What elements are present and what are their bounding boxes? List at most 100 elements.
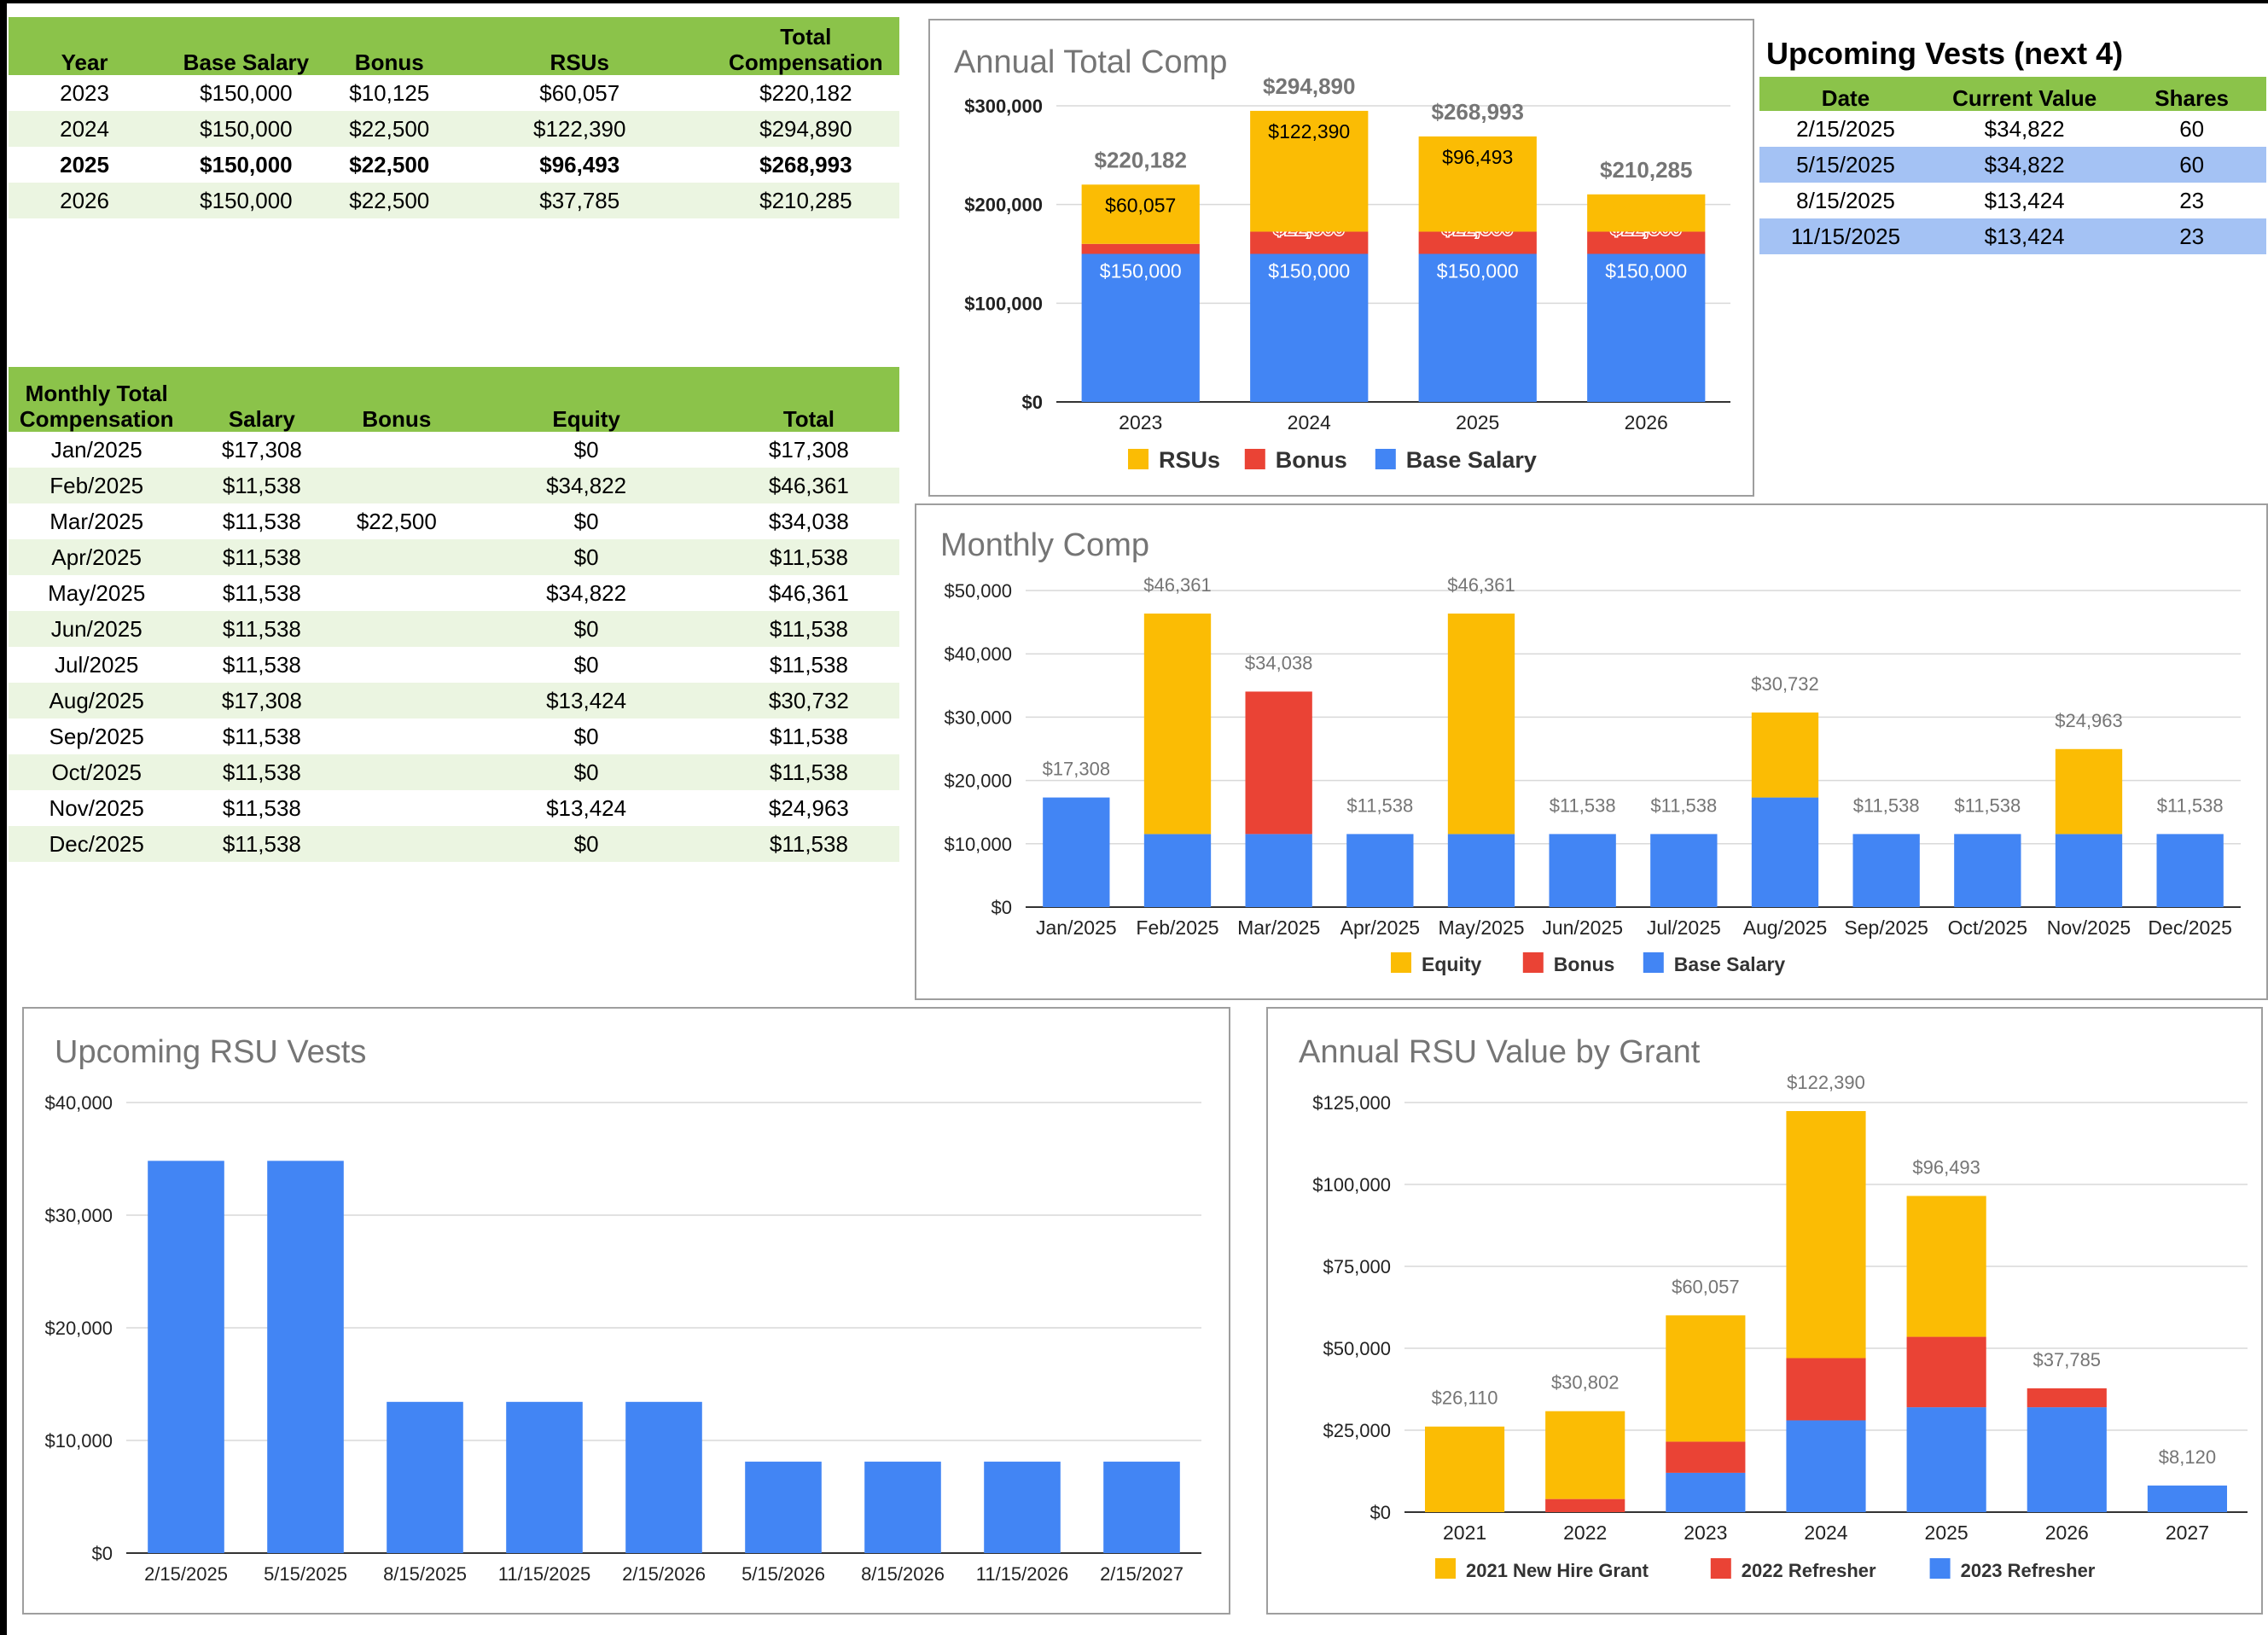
table-cell[interactable] xyxy=(339,790,454,826)
x-tick-label: 11/15/2026 xyxy=(976,1563,1068,1585)
table-cell[interactable]: $60,057 xyxy=(539,79,620,106)
table-cell[interactable]: $22,500 xyxy=(349,151,430,177)
table-cell[interactable]: $11,538 xyxy=(222,651,301,678)
table-cell[interactable]: $0 xyxy=(454,754,718,790)
table-cell[interactable]: $22,500 xyxy=(331,183,447,218)
total-label: $34,038 xyxy=(1245,652,1313,673)
table-cell[interactable]: $210,285 xyxy=(712,183,899,218)
table-cell[interactable]: Aug/2025 xyxy=(9,683,185,719)
table-cell[interactable]: Feb/2025 xyxy=(9,468,185,503)
table-cell[interactable]: $11,538 xyxy=(184,468,340,503)
table-cell[interactable]: Sep/2025 xyxy=(49,723,144,749)
table-cell[interactable] xyxy=(339,719,454,754)
table-cell[interactable]: $11,538 xyxy=(718,826,899,862)
table-cell[interactable]: $13,424 xyxy=(1931,218,2118,254)
table-cell[interactable]: $150,000 xyxy=(160,183,332,218)
table-cell[interactable]: $24,963 xyxy=(768,794,849,821)
table-cell[interactable]: $11,538 xyxy=(184,826,340,862)
table-cell[interactable]: May/2025 xyxy=(48,579,146,606)
table-cell[interactable]: $34,822 xyxy=(546,579,627,606)
table-cell[interactable]: $30,732 xyxy=(718,683,899,719)
table-cell[interactable]: $11,538 xyxy=(184,539,340,575)
table-cell[interactable]: 2024 xyxy=(9,111,161,147)
table-cell[interactable]: $150,000 xyxy=(160,111,332,147)
table-cell[interactable]: $11,538 xyxy=(718,611,899,647)
table-cell[interactable]: 2023 xyxy=(60,79,109,106)
table-cell[interactable]: $11,538 xyxy=(222,579,301,606)
table-cell[interactable]: $11,538 xyxy=(222,794,301,821)
table-cell[interactable]: 8/15/2025 xyxy=(1796,187,1895,213)
table-cell[interactable]: $0 xyxy=(454,826,718,862)
table-cell[interactable]: 23 xyxy=(2179,187,2205,213)
table-cell[interactable]: $34,038 xyxy=(768,508,849,534)
table-cell[interactable]: $0 xyxy=(573,436,599,463)
table-row: 5/15/2025 $34,822 60 xyxy=(1759,147,2266,183)
table-cell[interactable]: $34,822 xyxy=(454,468,718,503)
table-cell[interactable]: $0 xyxy=(454,539,718,575)
table-cell[interactable]: $17,308 xyxy=(221,436,302,463)
total-label: $11,538 xyxy=(1650,794,1717,816)
table-cell[interactable]: $46,361 xyxy=(768,579,849,606)
table-cell[interactable]: $96,493 xyxy=(539,151,620,177)
table-cell[interactable]: $0 xyxy=(573,508,599,534)
table-cell[interactable]: $268,993 xyxy=(759,151,852,177)
table-cell[interactable] xyxy=(339,754,455,790)
table-cell[interactable]: $11,538 xyxy=(222,723,301,749)
col-base-salary: Base Salary xyxy=(160,17,332,75)
table-cell[interactable]: $294,890 xyxy=(712,111,899,147)
table-cell[interactable]: Mar/2025 xyxy=(49,508,144,534)
table-cell[interactable]: $11,538 xyxy=(718,754,899,790)
table-cell[interactable] xyxy=(339,575,454,611)
table-cell[interactable] xyxy=(339,611,455,647)
bar-segment xyxy=(1906,1336,1986,1408)
table-cell[interactable]: Jan/2025 xyxy=(50,436,142,463)
table-cell[interactable]: 5/15/2025 xyxy=(1759,147,1932,183)
table-cell[interactable]: 2025 xyxy=(60,151,109,177)
table-cell[interactable]: 2/15/2025 xyxy=(1796,115,1895,142)
table-cell[interactable] xyxy=(339,432,454,468)
table-cell[interactable]: $17,308 xyxy=(768,436,849,463)
x-tick-label: Mar/2025 xyxy=(1237,916,1320,939)
table-cell[interactable]: 11/15/2025 xyxy=(1759,218,1932,254)
table-cell[interactable]: $0 xyxy=(454,611,718,647)
table-cell[interactable]: $11,538 xyxy=(769,723,848,749)
table-cell[interactable]: $10,125 xyxy=(349,79,430,106)
table-cell[interactable]: $13,424 xyxy=(1984,187,2065,213)
table-cell[interactable] xyxy=(339,539,455,575)
table-cell[interactable]: Jul/2025 xyxy=(55,651,139,678)
total-label: $96,493 xyxy=(1912,1156,1980,1178)
table-cell[interactable]: $0 xyxy=(573,651,599,678)
table-cell[interactable] xyxy=(339,826,455,862)
table-cell[interactable]: Nov/2025 xyxy=(49,794,144,821)
table-cell[interactable]: 60 xyxy=(2117,147,2266,183)
table-cell[interactable]: $13,424 xyxy=(454,683,718,719)
table-cell[interactable]: $220,182 xyxy=(759,79,852,106)
table-cell[interactable]: $11,538 xyxy=(718,539,899,575)
table-cell[interactable]: $34,822 xyxy=(1931,147,2118,183)
table-cell[interactable]: 2026 xyxy=(9,183,161,218)
table-cell[interactable]: Apr/2025 xyxy=(9,539,185,575)
table-cell[interactable]: $11,538 xyxy=(769,651,848,678)
table-cell[interactable]: 23 xyxy=(2117,218,2266,254)
table-cell[interactable]: Oct/2025 xyxy=(9,754,185,790)
table-cell[interactable]: $150,000 xyxy=(200,151,293,177)
table-cell[interactable]: $11,538 xyxy=(184,611,340,647)
table-cell[interactable]: $22,500 xyxy=(331,111,447,147)
table-cell[interactable]: $22,500 xyxy=(356,508,437,534)
table-cell[interactable]: Jun/2025 xyxy=(9,611,185,647)
table-cell[interactable]: $17,308 xyxy=(184,683,340,719)
table-cell[interactable] xyxy=(339,468,455,503)
table-cell[interactable]: $11,538 xyxy=(184,754,340,790)
table-cell[interactable]: $37,785 xyxy=(446,183,712,218)
table-cell[interactable]: $13,424 xyxy=(546,794,627,821)
table-cell[interactable] xyxy=(339,647,454,683)
table-cell[interactable]: 60 xyxy=(2179,115,2205,142)
table-cell[interactable]: $34,822 xyxy=(1984,115,2065,142)
table-cell[interactable]: Dec/2025 xyxy=(9,826,185,862)
table-cell[interactable] xyxy=(339,683,455,719)
table-cell[interactable]: $11,538 xyxy=(222,508,301,534)
table-cell[interactable]: $150,000 xyxy=(200,79,293,106)
table-cell[interactable]: $46,361 xyxy=(718,468,899,503)
table-cell[interactable]: $0 xyxy=(573,723,599,749)
table-cell[interactable]: $122,390 xyxy=(446,111,712,147)
